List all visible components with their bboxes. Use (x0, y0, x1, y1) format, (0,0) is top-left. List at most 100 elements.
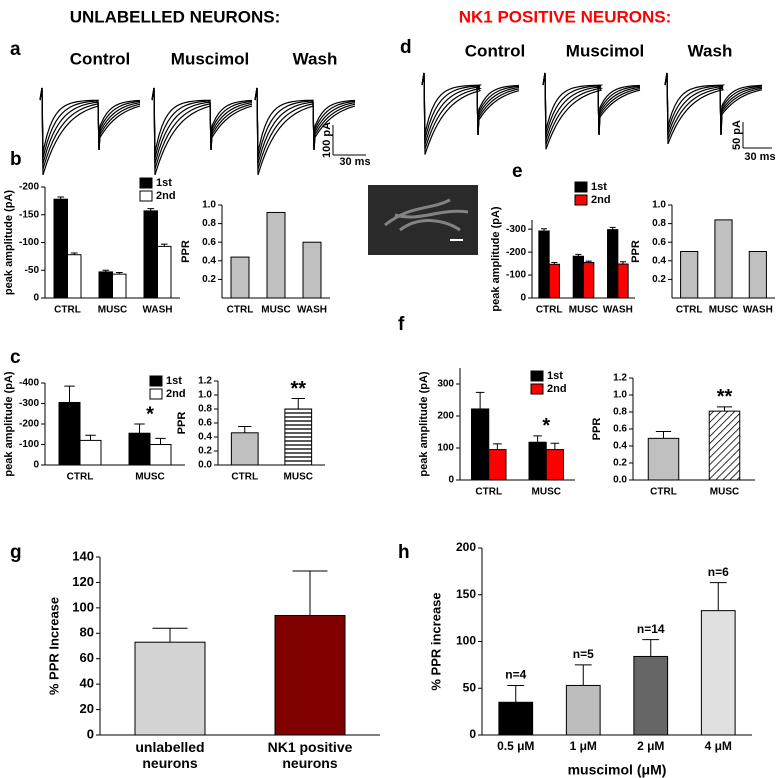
y-tick-label: 0.6 (202, 237, 216, 248)
y-tick-label: -200 (506, 247, 526, 258)
error-bar (642, 639, 660, 657)
y-tick-label: 200 (456, 540, 476, 554)
trace (39, 87, 141, 170)
bar (230, 256, 250, 299)
scale-bar (332, 125, 366, 156)
bar (714, 219, 733, 299)
x-tick-label: MUSC (710, 487, 739, 498)
panel-letter: c (10, 347, 21, 368)
bar (112, 273, 127, 299)
y-tick-label: 0.8 (652, 218, 666, 229)
y-tick-label: 100 (456, 634, 476, 648)
error-bar (475, 391, 485, 409)
bar (572, 255, 585, 299)
y-tick-label: 0.6 (198, 418, 212, 429)
y-tick-label: 40 (80, 676, 94, 691)
trace (664, 72, 763, 140)
y-tick-label: 0.2 (202, 274, 216, 285)
y-tick-label: 140 (72, 548, 94, 563)
y-axis-label: PPR (176, 412, 188, 435)
y-axis-label: % PPR increase (428, 592, 443, 690)
legend-swatch (149, 388, 163, 400)
y-tick-label: 80 (80, 625, 94, 640)
error-bar (533, 435, 542, 443)
legend-label: 1st (547, 370, 563, 382)
trace (151, 87, 253, 170)
scale-label: 30 ms (339, 156, 370, 168)
trace (421, 72, 520, 140)
trace (39, 87, 141, 153)
y-tick-label: 0 (87, 726, 94, 741)
trace (664, 72, 763, 136)
bar (284, 408, 313, 466)
trace-label: Wash (293, 49, 338, 68)
x-tick-label: WASH (297, 305, 327, 316)
trace (542, 72, 641, 145)
error-bar (585, 260, 592, 263)
error-bar (70, 252, 78, 255)
legend-swatch (139, 190, 153, 202)
bar (149, 444, 172, 466)
bar (157, 245, 172, 299)
bar (700, 610, 736, 736)
y-tick-label: 0.4 (613, 441, 627, 452)
y-tick-label: 0.0 (198, 460, 212, 471)
x-tick-label: CTRL (54, 305, 81, 316)
bar (488, 449, 507, 481)
x-tick-label: CTRL (536, 305, 563, 316)
error-bar (155, 437, 166, 445)
x-tick-label: 0.5 μM (497, 739, 534, 753)
bar-annotation: n=14 (637, 622, 665, 636)
error-bar (102, 269, 110, 272)
trace (421, 72, 520, 150)
trace (151, 87, 253, 153)
bar (583, 261, 595, 299)
panel-letter: b (10, 149, 22, 170)
bar (53, 198, 68, 299)
error-bar (574, 664, 592, 686)
bar (79, 439, 102, 466)
y-tick-label: 0.8 (202, 218, 216, 229)
trace (39, 87, 141, 164)
legend-swatch (139, 177, 153, 189)
bar (98, 271, 113, 299)
x-tick-label: CTRL (650, 487, 677, 498)
legend-swatch (574, 194, 588, 206)
x-tick-label: unlabelled neurons (135, 739, 205, 771)
y-tick-label: 0.8 (613, 407, 627, 418)
panel-letter: a (10, 39, 21, 60)
significance: ** (717, 386, 733, 408)
trace (542, 72, 641, 136)
x-tick-label: 4 μM (705, 739, 732, 753)
bar (58, 401, 81, 466)
y-tick-label: -300 (506, 224, 526, 235)
trace (254, 87, 356, 153)
x-label-box: unlabelled neurons (135, 739, 205, 771)
error-bar (292, 570, 328, 616)
error-bar (541, 228, 548, 232)
x-tick-label: CTRL (475, 487, 502, 498)
error-bar (551, 261, 558, 265)
y-tick-label: 0.4 (652, 255, 666, 266)
trace (542, 72, 641, 136)
error-bar (57, 196, 65, 200)
x-tick-label: WASH (743, 305, 773, 316)
y-axis-label: peak amplitude (pA) (418, 371, 430, 476)
bar (748, 251, 767, 299)
bar (708, 410, 741, 481)
legend-label: 1st (166, 375, 182, 387)
bar (545, 449, 564, 481)
heading: NK1 POSITIVE NEURONS: (459, 7, 672, 26)
y-tick-label: 1.0 (202, 200, 216, 211)
trace (39, 87, 141, 159)
y-tick-label: 0 (469, 727, 476, 741)
y-tick-label: 150 (456, 587, 476, 601)
error-bar (115, 271, 123, 275)
trace-label: Wash (688, 41, 733, 60)
bar (647, 437, 680, 481)
trace (421, 72, 520, 155)
legend-label: 1st (156, 177, 172, 189)
panel-letter: h (398, 542, 410, 563)
y-tick-label: 0.4 (198, 432, 212, 443)
y-tick-label: 200 (437, 411, 454, 422)
